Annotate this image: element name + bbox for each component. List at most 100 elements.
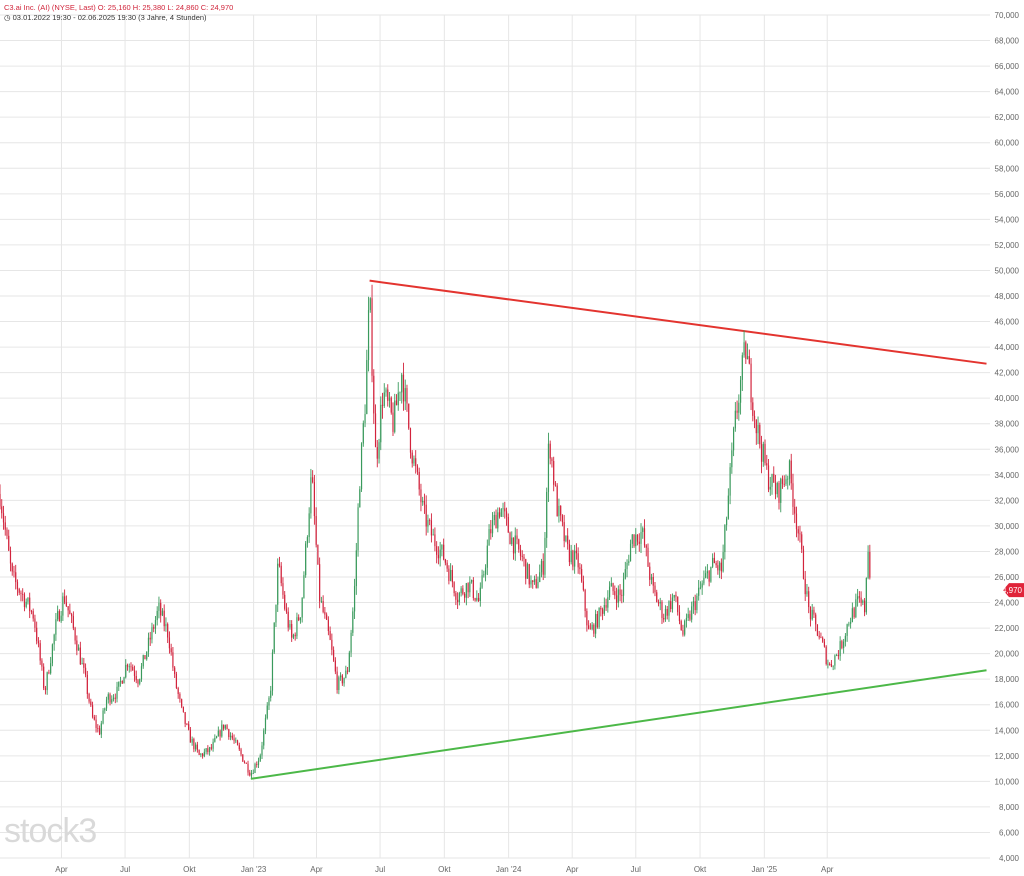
candle-body bbox=[98, 728, 101, 735]
candle-body bbox=[575, 550, 577, 554]
candle-body bbox=[701, 583, 703, 588]
candle-body bbox=[656, 592, 658, 603]
candle-body bbox=[123, 677, 125, 684]
candle-body bbox=[469, 581, 471, 593]
candle-body bbox=[635, 534, 637, 547]
candle-body bbox=[722, 552, 724, 572]
candle-body bbox=[401, 374, 403, 393]
candle-body bbox=[759, 424, 761, 445]
candle-body bbox=[350, 632, 352, 653]
candle-body bbox=[430, 520, 433, 536]
candle-body bbox=[532, 580, 534, 583]
candle-body bbox=[301, 597, 303, 618]
candle-body bbox=[830, 664, 833, 667]
candle-body bbox=[364, 414, 366, 424]
candle-body bbox=[434, 534, 436, 547]
y-tick-label: 32,000 bbox=[995, 496, 1020, 505]
candle-body bbox=[137, 680, 139, 684]
candle-body bbox=[231, 735, 233, 739]
candle-body bbox=[105, 699, 108, 709]
candle-body bbox=[154, 620, 157, 629]
candle-body bbox=[460, 588, 462, 594]
candle-body bbox=[233, 738, 235, 741]
candle-body bbox=[787, 478, 789, 480]
candle-body bbox=[600, 607, 602, 610]
candle-body bbox=[437, 554, 440, 559]
candle-body bbox=[238, 745, 240, 750]
candle-body bbox=[652, 576, 654, 586]
candle-body bbox=[425, 504, 427, 527]
candle-body bbox=[865, 578, 867, 613]
candle-body bbox=[48, 672, 50, 674]
candle-body bbox=[416, 466, 419, 472]
candle-body bbox=[726, 518, 728, 526]
candle-body bbox=[703, 577, 705, 584]
candle-body bbox=[792, 483, 794, 507]
candle-body bbox=[546, 491, 548, 538]
y-tick-label: 8,000 bbox=[999, 803, 1020, 812]
candle-body bbox=[607, 597, 609, 608]
candle-body bbox=[341, 675, 343, 684]
candle-body bbox=[427, 520, 429, 527]
candle-body bbox=[77, 647, 80, 651]
candle-body bbox=[539, 572, 541, 583]
candle-body bbox=[256, 764, 258, 766]
candle-body bbox=[153, 627, 155, 629]
candle-body bbox=[58, 611, 60, 622]
candle-body bbox=[778, 483, 780, 503]
candle-body bbox=[189, 729, 191, 743]
candle-body bbox=[390, 397, 392, 413]
candle-body bbox=[121, 681, 123, 684]
candle-body bbox=[215, 736, 218, 738]
candle-body bbox=[57, 611, 59, 620]
candle-body bbox=[512, 537, 515, 554]
y-tick-label: 12,000 bbox=[995, 752, 1020, 761]
candle-body bbox=[144, 655, 146, 660]
y-tick-label: 48,000 bbox=[995, 292, 1020, 301]
candle-body bbox=[834, 655, 836, 666]
candle-body bbox=[268, 697, 270, 706]
candle-body bbox=[680, 621, 682, 631]
candle-body bbox=[6, 529, 8, 536]
candle-body bbox=[126, 664, 129, 667]
candle-body bbox=[264, 718, 267, 731]
candle-body bbox=[320, 601, 322, 602]
candle-body bbox=[203, 751, 205, 757]
candle-body bbox=[444, 559, 446, 563]
clock-icon: ◷ bbox=[4, 13, 13, 22]
candle-body bbox=[25, 601, 27, 607]
candle-body bbox=[622, 578, 625, 596]
candle-body bbox=[626, 562, 628, 570]
candle-body bbox=[151, 627, 153, 640]
candle-body bbox=[439, 549, 441, 559]
candle-body bbox=[41, 660, 43, 667]
candle-body bbox=[222, 724, 225, 729]
candle-body bbox=[523, 556, 525, 560]
candle-body bbox=[367, 310, 370, 361]
candle-body bbox=[458, 593, 460, 603]
candle-body bbox=[64, 596, 66, 603]
candle-body bbox=[305, 543, 307, 576]
candle-body bbox=[280, 565, 282, 584]
x-tick-label: Okt bbox=[438, 865, 451, 874]
candle-body bbox=[855, 599, 857, 618]
y-tick-label: 26,000 bbox=[995, 573, 1020, 582]
candle-body bbox=[640, 531, 642, 544]
candle-body bbox=[678, 612, 681, 622]
candle-body bbox=[595, 613, 597, 634]
y-tick-label: 34,000 bbox=[995, 471, 1020, 480]
candle-body bbox=[507, 517, 509, 533]
candle-body bbox=[415, 458, 417, 467]
candle-body bbox=[139, 679, 141, 684]
candle-body bbox=[654, 585, 656, 593]
candle-body bbox=[588, 625, 590, 629]
candle-body bbox=[376, 447, 378, 459]
candle-body bbox=[638, 541, 640, 544]
x-tick-label: Jan '24 bbox=[496, 865, 522, 874]
candle-body bbox=[221, 724, 223, 737]
candle-body bbox=[413, 458, 415, 464]
candle-body bbox=[168, 637, 171, 649]
candle-body bbox=[804, 578, 806, 595]
candle-body bbox=[581, 569, 583, 582]
